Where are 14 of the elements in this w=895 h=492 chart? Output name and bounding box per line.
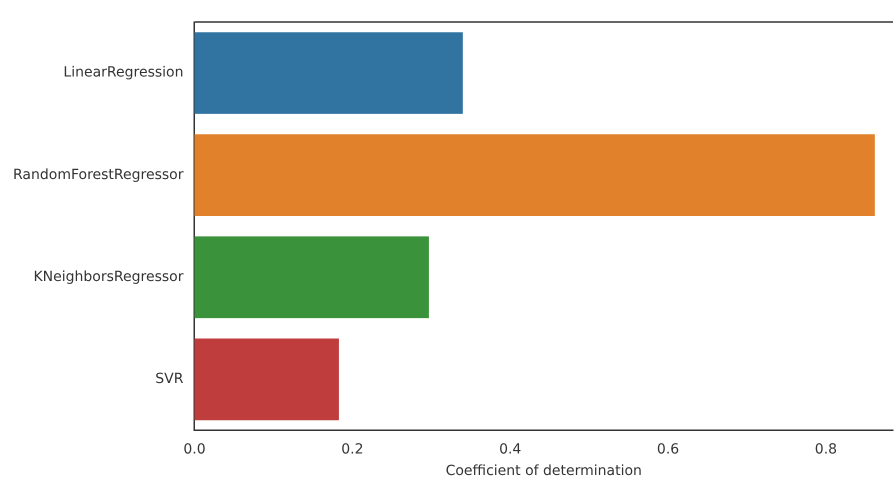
y-tick-label: RandomForestRegressor [12,166,184,183]
x-tick-label: 0.0 [183,441,206,458]
x-tick-label: 0.6 [656,441,680,458]
x-axis-title: Coefficient of determination [446,463,642,480]
bar [194,134,875,216]
x-tick-label: 0.4 [499,441,522,458]
y-tick-label: SVR [155,370,184,387]
y-tick-label: KNeighborsRegressor [33,268,184,285]
bar [194,32,463,114]
x-tick-label: 0.8 [814,441,838,458]
bar [194,338,339,420]
bar [194,236,429,318]
x-tick-label: 0.2 [341,441,364,458]
y-tick-label: LinearRegression [63,64,184,81]
